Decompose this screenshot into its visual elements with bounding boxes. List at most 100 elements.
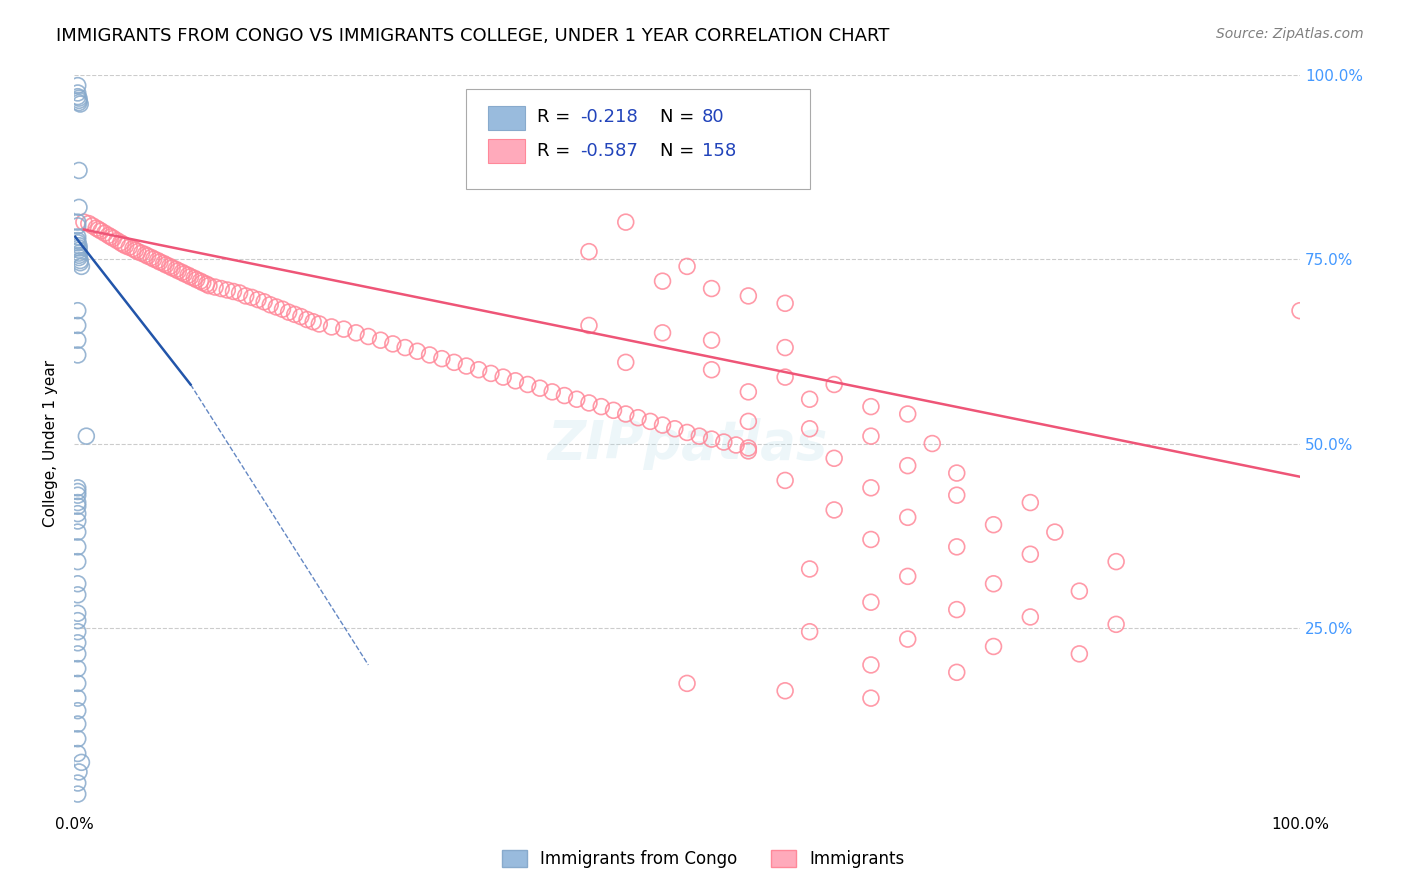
Point: [66, 747, 89, 761]
Point: [67, 241, 90, 255]
Point: [700, 362, 723, 376]
Point: [66, 576, 89, 591]
Point: [93, 226, 115, 240]
Point: [66, 555, 89, 569]
Point: [578, 396, 600, 410]
Point: [186, 273, 208, 287]
Point: [945, 540, 967, 554]
Point: [529, 381, 551, 395]
Point: [110, 235, 132, 250]
Point: [67, 251, 90, 265]
Point: [191, 276, 214, 290]
Point: [1069, 584, 1091, 599]
Point: [173, 267, 195, 281]
Point: [640, 414, 662, 428]
Point: [122, 242, 145, 256]
Point: [66, 303, 89, 318]
Point: [859, 595, 882, 609]
Point: [676, 260, 699, 274]
Point: [180, 269, 202, 284]
Point: [67, 95, 90, 110]
Point: [136, 249, 159, 263]
Point: [190, 274, 212, 288]
Point: [67, 238, 90, 252]
Point: [170, 265, 193, 279]
Point: [67, 94, 90, 108]
Point: [66, 89, 89, 103]
Point: [676, 676, 699, 690]
Text: Source: ZipAtlas.com: Source: ZipAtlas.com: [1216, 27, 1364, 41]
Point: [142, 252, 165, 266]
Text: N =: N =: [659, 142, 700, 160]
Point: [1019, 495, 1042, 509]
Point: [419, 348, 441, 362]
Point: [165, 262, 187, 277]
Point: [70, 260, 93, 274]
Point: [66, 488, 89, 502]
Point: [737, 441, 759, 455]
Point: [69, 97, 91, 112]
Point: [177, 268, 200, 283]
Point: [945, 488, 967, 502]
Point: [859, 657, 882, 672]
Point: [713, 435, 735, 450]
Point: [737, 444, 759, 458]
Point: [66, 86, 89, 100]
Point: [859, 400, 882, 414]
Point: [627, 410, 650, 425]
Point: [66, 704, 89, 718]
Point: [799, 624, 821, 639]
Point: [897, 458, 920, 473]
Point: [614, 215, 637, 229]
Point: [921, 436, 943, 450]
Point: [578, 318, 600, 333]
Point: [773, 296, 796, 310]
Point: [77, 217, 100, 231]
Point: [66, 78, 89, 93]
Point: [773, 341, 796, 355]
Point: [271, 302, 294, 317]
Point: [66, 588, 89, 602]
Point: [492, 370, 515, 384]
Point: [897, 569, 920, 583]
Point: [114, 238, 136, 252]
Point: [773, 370, 796, 384]
FancyBboxPatch shape: [467, 89, 810, 189]
Point: [859, 691, 882, 706]
Point: [66, 348, 89, 362]
Point: [676, 425, 699, 440]
Point: [152, 256, 174, 270]
Point: [823, 503, 845, 517]
Point: [591, 400, 613, 414]
Point: [131, 246, 153, 260]
Point: [295, 312, 318, 326]
Point: [725, 438, 748, 452]
Point: [799, 392, 821, 407]
Point: [127, 244, 149, 259]
Point: [66, 776, 89, 790]
Point: [97, 228, 120, 243]
Point: [217, 283, 239, 297]
Point: [103, 231, 125, 245]
Text: 158: 158: [702, 142, 735, 160]
Point: [66, 662, 89, 676]
Point: [897, 632, 920, 646]
Point: [859, 481, 882, 495]
Point: [204, 280, 226, 294]
Point: [66, 481, 89, 495]
Point: [198, 278, 221, 293]
Point: [614, 407, 637, 421]
Text: R =: R =: [537, 142, 576, 160]
Point: [859, 429, 882, 443]
Point: [67, 200, 90, 214]
Point: [66, 614, 89, 628]
Point: [700, 432, 723, 446]
Point: [284, 307, 307, 321]
Point: [773, 474, 796, 488]
Point: [66, 235, 89, 250]
Point: [159, 260, 181, 274]
Point: [134, 247, 156, 261]
Point: [66, 717, 89, 731]
Point: [228, 285, 250, 300]
Point: [73, 215, 96, 229]
